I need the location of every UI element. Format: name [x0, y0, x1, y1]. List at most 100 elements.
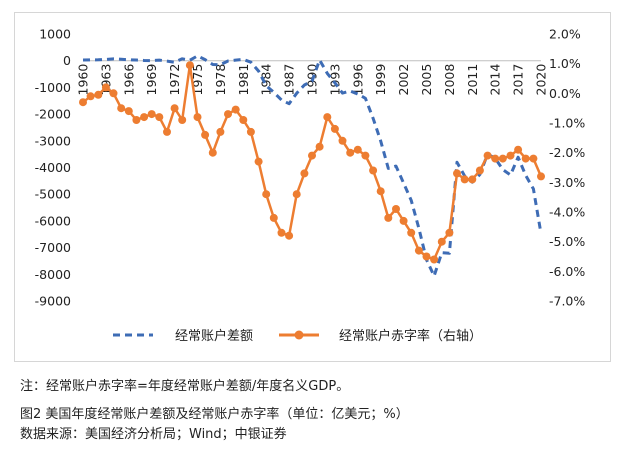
legend-marker-deficit-ratio: [294, 330, 304, 340]
y-right-tick: -5.0%: [549, 234, 585, 249]
x-tick: 1978: [213, 64, 228, 96]
x-tick: 1969: [144, 64, 159, 96]
y-left-tick: -8000: [35, 267, 71, 282]
x-tick: 2020: [534, 64, 549, 96]
y-left-tick: -2000: [35, 107, 71, 122]
deficit-ratio-point: [392, 205, 400, 213]
y-left-tick: -3000: [35, 133, 71, 148]
deficit-ratio-point: [117, 104, 126, 113]
y-right-tick: 2.0%: [549, 27, 581, 42]
deficit-ratio-point: [94, 90, 103, 99]
y-left-tick: -7000: [35, 240, 71, 255]
deficit-ratio-point: [483, 151, 492, 160]
deficit-ratio-point: [277, 228, 286, 237]
deficit-ratio-point: [147, 110, 156, 119]
deficit-ratio-point: [498, 154, 507, 163]
y-left-tick-labels: 1000 0 -1000 -2000 -3000 -4000 -5000 -6000 -7000…: [35, 27, 71, 309]
x-tick: 2014: [488, 64, 503, 96]
deficit-ratio-point: [124, 107, 133, 116]
deficit-ratio-point: [430, 255, 439, 264]
y-right-tick: -3.0%: [549, 175, 585, 190]
deficit-ratio-point: [292, 190, 301, 199]
series-deficit-ratio: [79, 61, 545, 264]
legend: 经常账户差额 经常账户赤字率（右轴）: [113, 328, 482, 344]
x-tick: 2005: [419, 64, 434, 96]
deficit-ratio-point: [399, 216, 408, 225]
deficit-ratio-point: [422, 252, 431, 261]
deficit-ratio-point: [262, 190, 271, 199]
deficit-ratio-point: [216, 127, 225, 136]
deficit-ratio-point: [170, 104, 179, 113]
deficit-ratio-point: [407, 228, 416, 237]
deficit-ratio-point: [521, 154, 530, 163]
x-tick: 2008: [442, 64, 457, 96]
deficit-ratio-point: [254, 157, 263, 166]
deficit-ratio-point: [239, 116, 248, 124]
y-right-tick: 1.0%: [549, 56, 581, 71]
deficit-ratio-point: [475, 166, 484, 175]
x-tick-labels: 1960 1963 1966 1969 1972 1975 1978 1981 1984 1987…: [76, 64, 549, 96]
deficit-ratio-point: [437, 237, 446, 246]
deficit-ratio-point: [491, 154, 500, 163]
deficit-ratio-point: [414, 246, 423, 255]
deficit-ratio-point: [315, 142, 324, 151]
deficit-ratio-point: [201, 130, 210, 139]
y-right-tick: 0.0%: [549, 86, 581, 101]
y-right-tick: -1.0%: [549, 116, 585, 131]
y-left-tick: -5000: [35, 187, 71, 202]
deficit-ratio-point: [163, 127, 171, 136]
deficit-ratio-point: [300, 169, 309, 178]
x-tick: 2017: [511, 64, 526, 96]
deficit-ratio-point: [468, 175, 477, 184]
deficit-ratio-point: [155, 113, 164, 122]
chart-svg: 1000 0 -1000 -2000 -3000 -4000 -5000 -6000 -7000…: [35, 27, 586, 345]
series-layer: [79, 54, 545, 278]
deficit-ratio-point: [369, 166, 378, 175]
deficit-ratio-point: [132, 116, 141, 124]
footnote: 注：经常账户赤字率=年度经常账户差额/年度名义GDP。: [20, 379, 350, 394]
y-left-tick: -4000: [35, 160, 71, 175]
legend-label-current-account: 经常账户差额: [175, 328, 253, 344]
deficit-ratio-point: [376, 187, 385, 196]
deficit-ratio-point: [506, 151, 515, 160]
y-right-tick: -2.0%: [549, 145, 585, 160]
x-tick: 1996: [350, 64, 365, 96]
x-tick: 1993: [327, 64, 342, 96]
deficit-ratio-point: [185, 61, 194, 70]
x-tick: 1972: [167, 64, 182, 96]
deficit-ratio-point: [353, 145, 362, 154]
deficit-ratio-point: [109, 89, 118, 98]
x-tick: 1987: [282, 64, 297, 96]
x-tick: 2002: [396, 64, 411, 96]
y-left-tick: -6000: [35, 213, 71, 228]
deficit-ratio-point: [208, 148, 217, 157]
deficit-ratio-point: [537, 172, 545, 181]
y-left-tick: -1000: [35, 80, 71, 95]
y-right-tick: -6.0%: [549, 264, 585, 279]
data-source: 数据来源：美国经济分析局；Wind；中银证券: [20, 427, 287, 442]
deficit-ratio-point: [445, 228, 454, 237]
x-tick: 1966: [121, 64, 136, 96]
y-right-tick-labels: 2.0% 1.0% 0.0% -1.0% -2.0% -3.0% -4.0% -5.0% -6.…: [549, 27, 585, 309]
x-tick: 1999: [373, 64, 388, 96]
deficit-ratio-point: [178, 116, 187, 124]
deficit-ratio-point: [384, 213, 393, 222]
deficit-ratio-point: [514, 145, 523, 154]
y-left-tick: -9000: [35, 294, 71, 309]
deficit-ratio-point: [346, 148, 355, 157]
figure-caption: 图2 美国年度经常账户差额及经常账户赤字率（单位：亿美元；%）: [20, 407, 409, 422]
deficit-ratio-point: [140, 113, 149, 122]
deficit-ratio-point: [323, 113, 332, 122]
deficit-ratio-point: [460, 175, 469, 184]
x-tick: 1981: [236, 64, 251, 96]
deficit-ratio-point: [79, 98, 87, 107]
deficit-ratio-point: [193, 113, 202, 122]
x-tick: 2011: [465, 64, 480, 96]
chart-frame: 1000 0 -1000 -2000 -3000 -4000 -5000 -6000 -7000…: [14, 12, 611, 362]
deficit-ratio-point: [453, 169, 461, 178]
deficit-ratio-point: [101, 83, 110, 92]
y-right-tick: -7.0%: [549, 294, 585, 309]
deficit-ratio-point: [338, 136, 347, 145]
deficit-ratio-point: [330, 124, 339, 133]
deficit-ratio-point: [529, 154, 538, 163]
